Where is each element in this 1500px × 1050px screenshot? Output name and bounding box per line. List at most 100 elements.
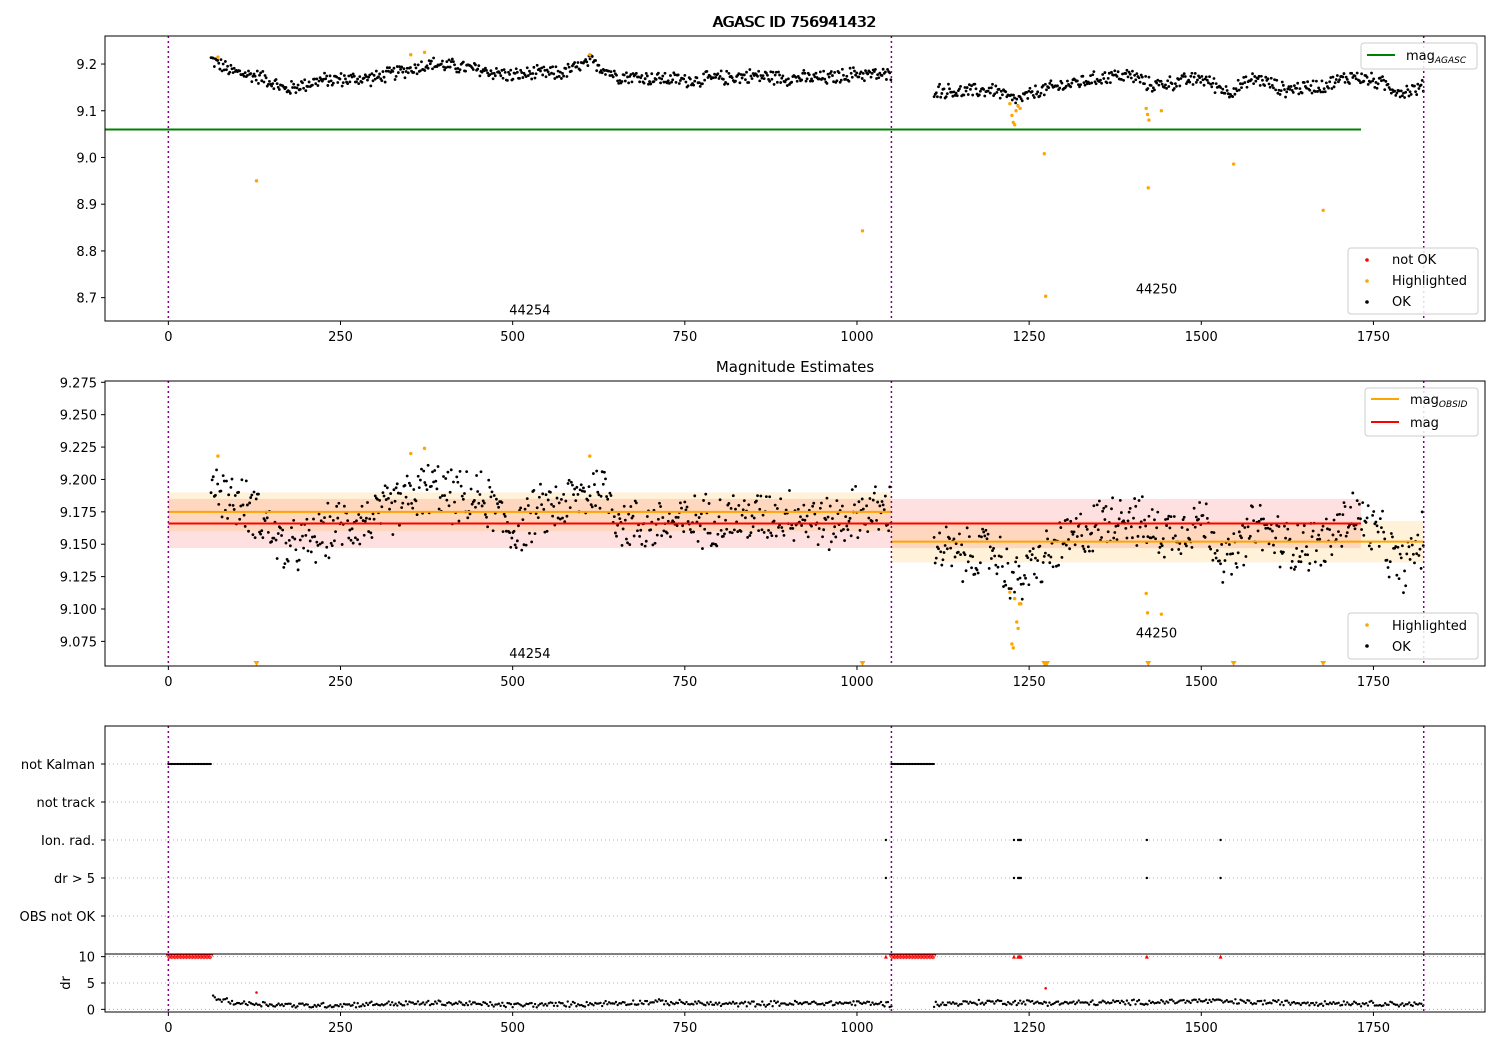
data-point-ok	[1099, 1001, 1103, 1004]
data-point-ok	[974, 1002, 977, 1005]
data-point-ok	[219, 489, 223, 493]
data-point-ok	[979, 1002, 982, 1005]
data-point-ok	[999, 555, 1003, 559]
data-point-ok	[693, 79, 697, 83]
data-point-ok	[328, 74, 332, 78]
data-point-ok	[572, 493, 575, 497]
data-point-ok	[737, 72, 741, 75]
data-point-ok	[483, 66, 487, 70]
data-point-ok	[605, 495, 608, 498]
y-tick-label: 5	[87, 977, 95, 992]
data-point-ok	[315, 1005, 318, 1008]
data-point-ok	[585, 1000, 588, 1004]
data-point-ok	[272, 87, 276, 91]
data-point-ok	[618, 79, 622, 82]
data-point-ok	[211, 475, 215, 479]
data-point-ok	[254, 1002, 258, 1005]
data-point-ok	[1031, 93, 1035, 97]
data-point-ok	[1110, 507, 1113, 511]
data-point-ok	[955, 1002, 958, 1005]
data-point-ok	[849, 71, 853, 75]
data-point-ok	[1313, 560, 1317, 564]
data-point-ok	[430, 1002, 433, 1006]
data-point-ok	[459, 1001, 463, 1004]
data-point-ok	[249, 72, 253, 75]
data-point-ok	[244, 1002, 248, 1006]
data-point-ok	[861, 507, 865, 511]
data-point-ok	[382, 75, 386, 79]
data-point-ok	[1191, 83, 1195, 86]
data-point-ok	[824, 1001, 828, 1005]
data-point-ok	[234, 1002, 237, 1006]
data-point-ok	[593, 483, 596, 486]
data-point-ok	[1123, 1003, 1127, 1006]
data-point-ok	[1367, 544, 1371, 548]
flag-point	[200, 762, 203, 766]
data-point-ok	[1159, 79, 1163, 83]
y-tick-label: 9.0	[76, 151, 97, 166]
flag-point	[916, 762, 919, 766]
data-point-ok	[402, 67, 406, 71]
data-point-ok	[1237, 88, 1241, 92]
data-point-ok	[1117, 517, 1121, 521]
data-point-ok	[705, 69, 709, 73]
data-point-ok	[688, 77, 692, 81]
data-point-ok	[1019, 97, 1023, 101]
data-point-ok	[802, 503, 806, 507]
data-point-ok	[1082, 547, 1086, 551]
data-point-ok	[1103, 518, 1107, 521]
data-point-ok	[423, 69, 427, 72]
data-point-ok	[756, 494, 759, 498]
data-point-ok	[989, 86, 993, 90]
data-point-ok	[1136, 1000, 1139, 1003]
data-point-ok	[1286, 527, 1290, 531]
data-point-ok	[1308, 1004, 1311, 1007]
data-point-ok	[1328, 80, 1332, 84]
data-point-ok	[393, 78, 397, 81]
data-point-ok	[708, 74, 712, 78]
data-point-ok	[740, 513, 744, 517]
data-point-ok	[270, 84, 274, 88]
data-point-ok	[662, 529, 666, 533]
data-point-ok	[876, 73, 880, 77]
data-point-ok	[1285, 999, 1289, 1002]
data-point-ok	[315, 540, 319, 544]
data-point-ok	[366, 78, 369, 82]
data-point-ok	[437, 507, 441, 511]
data-point-ok	[1277, 998, 1280, 1002]
data-point-ok	[1319, 90, 1323, 94]
data-point-ok	[768, 79, 772, 83]
data-point-ok	[1309, 1001, 1313, 1005]
data-point-ok	[492, 1005, 495, 1008]
data-point-ok	[802, 68, 806, 72]
y-tick-label: 8.9	[76, 198, 97, 213]
data-point-ok	[857, 1000, 860, 1003]
data-point-ok	[501, 76, 505, 80]
data-point-ok	[630, 1002, 633, 1006]
figure-title: AGASC ID 756941432	[712, 13, 875, 31]
data-point-ok	[417, 486, 421, 490]
data-point-ok	[1045, 529, 1048, 533]
data-point-ok	[673, 1002, 676, 1006]
data-point-ok	[1089, 1000, 1092, 1004]
data-point-ok	[778, 1004, 781, 1007]
data-point-ok	[372, 517, 376, 521]
data-point-ok	[526, 504, 530, 507]
data-point-ok	[866, 72, 870, 76]
data-point-ok	[1162, 555, 1166, 559]
data-point-ok	[614, 531, 617, 535]
data-point-ok	[693, 494, 697, 498]
flag-point	[174, 762, 178, 766]
data-point-ok	[864, 1002, 867, 1005]
data-point-ok	[329, 79, 333, 83]
data-point-ok	[1003, 1002, 1006, 1006]
data-point-ok	[1196, 78, 1199, 82]
data-point-ok	[880, 500, 884, 503]
data-point-ok	[998, 999, 1001, 1003]
data-point-ok	[265, 516, 269, 520]
data-point-ok	[537, 495, 541, 499]
data-point-ok	[1409, 93, 1413, 96]
data-point-ok	[550, 71, 553, 75]
data-point-ok	[1064, 84, 1068, 88]
data-point-ok	[963, 86, 967, 89]
